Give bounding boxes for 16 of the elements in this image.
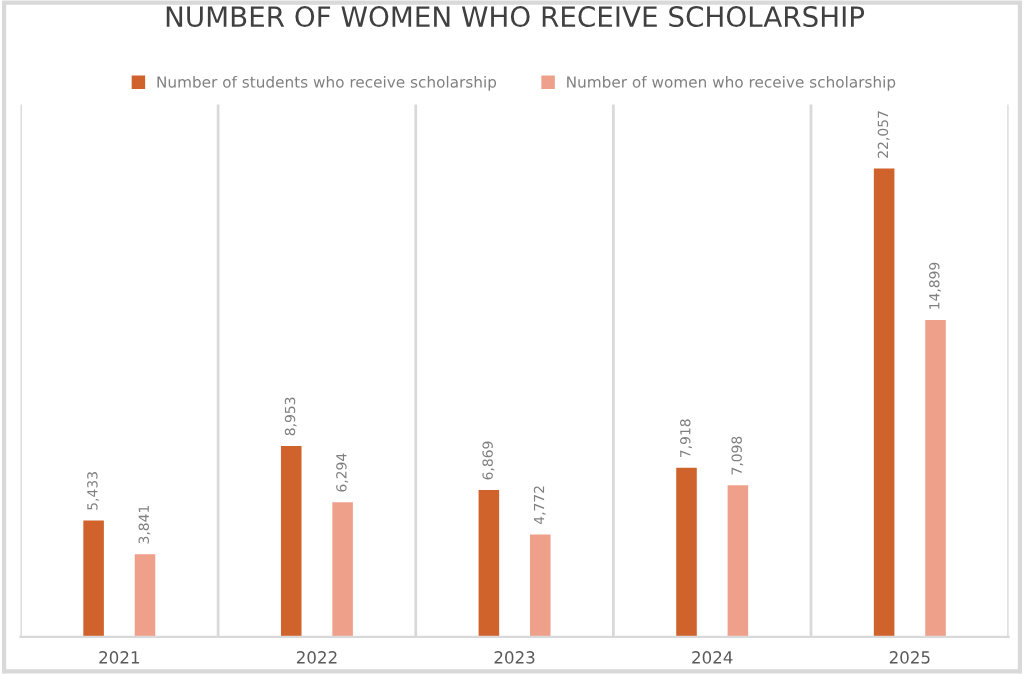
x-tick-label: 2022 [296, 651, 337, 664]
bar [134, 554, 156, 637]
bar [873, 168, 895, 637]
bar [332, 502, 353, 637]
bar [83, 520, 104, 637]
bar [727, 485, 749, 637]
bar [925, 320, 946, 637]
x-tick-label: 2021 [99, 651, 139, 664]
x-tick-label: 2025 [889, 651, 930, 664]
bar [529, 534, 551, 637]
chart-title: NUMBER OF WOMEN WHO RECEIVE SCHOLARSHIP [166, 6, 865, 28]
bar [676, 467, 697, 637]
bar [280, 445, 302, 637]
x-tick-label: 2024 [692, 651, 733, 664]
bar [478, 490, 500, 637]
x-tick-label: 2023 [494, 651, 535, 664]
